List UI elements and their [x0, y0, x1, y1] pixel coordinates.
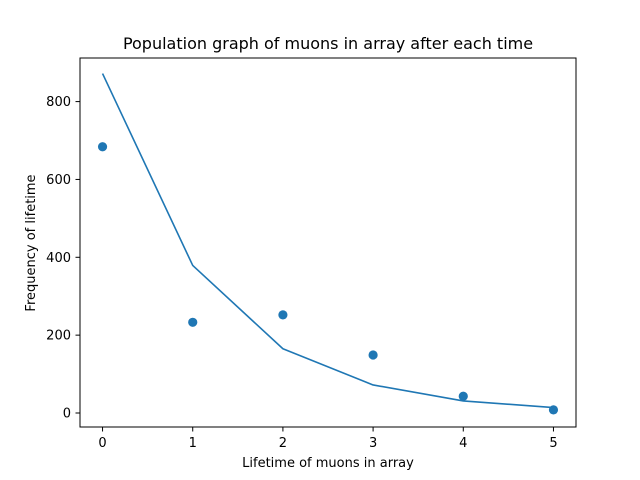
y-tick-label: 400: [46, 251, 71, 266]
y-axis-label: Frequency of lifetime: [24, 174, 39, 311]
x-tick-label: 5: [549, 436, 557, 451]
axes-frame: [79, 57, 577, 428]
series-line: [101, 73, 554, 409]
x-tick-label: 1: [189, 436, 197, 451]
y-tick-label: 600: [46, 173, 71, 188]
scatter-point: [368, 350, 378, 360]
x-tick-label: 4: [459, 436, 467, 451]
x-axis-label: Lifetime of muons in array: [242, 456, 414, 471]
scatter-point: [188, 317, 198, 327]
x-tick-label: 0: [98, 436, 106, 451]
y-axis: 0 200 400 600 800: [46, 95, 80, 421]
x-tick-label: 2: [279, 436, 287, 451]
y-tick-label: 800: [46, 95, 71, 110]
scatter-point: [97, 142, 108, 152]
x-tick-label: 3: [369, 436, 377, 451]
chart-title: Population graph of muons in array after…: [123, 34, 533, 53]
scatter-point: [278, 310, 288, 320]
y-tick-label: 0: [63, 406, 71, 421]
plot-area: [97, 73, 559, 415]
y-tick-label: 200: [46, 329, 71, 344]
x-axis: 0 1 2 3 4 5: [98, 427, 558, 451]
scatter-point: [458, 391, 468, 401]
